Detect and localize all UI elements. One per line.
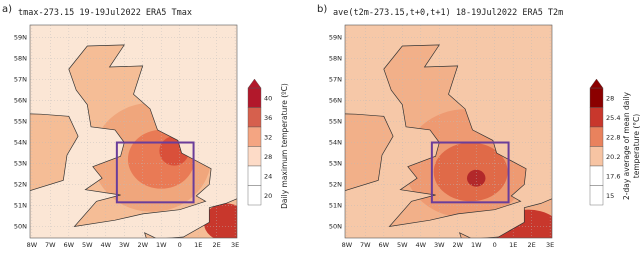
lat-label: 50N [329,222,342,230]
colorbar-label: temperature (°C) [632,114,640,178]
lon-label: 1W [471,241,482,249]
lon-label: 1E [509,241,517,249]
colorbar-swatch [589,165,604,186]
lon-label: 2E [213,241,221,249]
colorbar-tip [247,78,262,89]
colorbar-swatch [589,146,604,167]
lat-label: 59N [14,34,27,42]
lon-label: 5W [397,241,408,249]
colorbar-tick: 20 [264,192,272,200]
lon-label: 4W [100,241,111,249]
lat-label: 59N [329,34,342,42]
lat-label: 58N [14,55,27,63]
lon-label: 3W [434,241,445,249]
lon-label: 2E [528,241,536,249]
lat-label: 57N [329,76,342,84]
lat-label: 56N [14,97,27,105]
lat-label: 52N [329,180,342,188]
lat-label: 52N [14,180,27,188]
lon-label: 6W [64,241,75,249]
lon-label: 1W [156,241,167,249]
lon-label: 3E [231,241,239,249]
map-frame [29,24,238,239]
lon-label: 2W [137,241,148,249]
lat-label: 57N [14,76,27,84]
colorbar-tick: 22.8 [606,133,620,141]
coastline [144,198,237,238]
lon-label: 6W [379,241,390,249]
colorbar-tick: 36 [264,114,272,122]
map [345,25,552,238]
study-box [430,141,510,204]
coastline [459,198,552,238]
lat-label: 53N [14,160,27,168]
colorbar-swatch [589,87,604,108]
lat-label: 55N [329,118,342,126]
lon-label: 3E [546,241,554,249]
colorbar-swatch [247,165,262,186]
lon-label: 3W [119,241,130,249]
lon-label: 7W [45,241,56,249]
coastline [68,44,212,227]
colorbar-tick: 25.4 [606,114,620,122]
coastline [345,113,394,191]
colorbar-swatch [589,185,604,206]
colorbar-tick: 15 [606,192,614,200]
heat-area [203,203,237,238]
lat-label: 56N [329,97,342,105]
lon-label: 1E [194,241,202,249]
colorbar-tick: 28 [264,153,272,161]
lat-label: 54N [329,139,342,147]
colorbar-label: 2-day average of mean daily [622,91,631,200]
colorbar-swatch [247,87,262,108]
lat-label: 54N [14,139,27,147]
colorbar-swatch [247,126,262,147]
coastline [383,44,527,227]
study-box [115,141,195,204]
panel-title: tmax-273.15 19-19Jul2022 ERA5 Tmax [18,8,192,18]
lat-label: 58N [329,55,342,63]
panel-title: ave(t2m-273.15,t+0,t+1) 18-19Jul2022 ERA… [333,8,563,18]
colorbar-tick: 28 [606,94,614,102]
panel: a) tmax-273.15 19-19Jul2022 ERA5 Tmax 59N 5… [2,4,289,249]
colorbar-swatch [247,185,262,206]
colorbar-tick: 24 [264,172,272,180]
map [30,25,237,238]
colorbar-tick: 32 [264,133,272,141]
colorbar-swatch [589,107,604,128]
lat-label: 55N [14,118,27,126]
lat-label: 53N [329,160,342,168]
panel-label: a) [2,4,12,15]
panel: b) ave(t2m-273.15,t+0,t+1) 18-19Jul2022 E… [317,4,640,249]
lon-label: 4W [415,241,426,249]
lat-label: 51N [14,201,27,209]
lat-label: 50N [14,222,27,230]
lon-label: 7W [360,241,371,249]
lon-label: 0 [493,241,497,249]
colorbar-swatch [247,146,262,167]
coastline [30,113,79,191]
lon-label: 8W [27,241,38,249]
map-frame [344,24,553,239]
colorbar-tick: 40 [264,94,272,102]
colorbar-label: Daily maximum temperature (ºC) [280,83,289,209]
colorbar-tick: 17.6 [606,172,620,180]
lon-label: 2W [452,241,463,249]
lon-label: 5W [82,241,93,249]
colorbar-swatch [589,126,604,147]
lon-label: 0 [178,241,182,249]
colorbar-tip [589,78,604,89]
colorbar-tick: 20.2 [606,153,620,161]
lat-label: 51N [329,201,342,209]
colorbar-swatch [247,107,262,128]
panel-label: b) [317,4,327,15]
lon-label: 8W [342,241,353,249]
